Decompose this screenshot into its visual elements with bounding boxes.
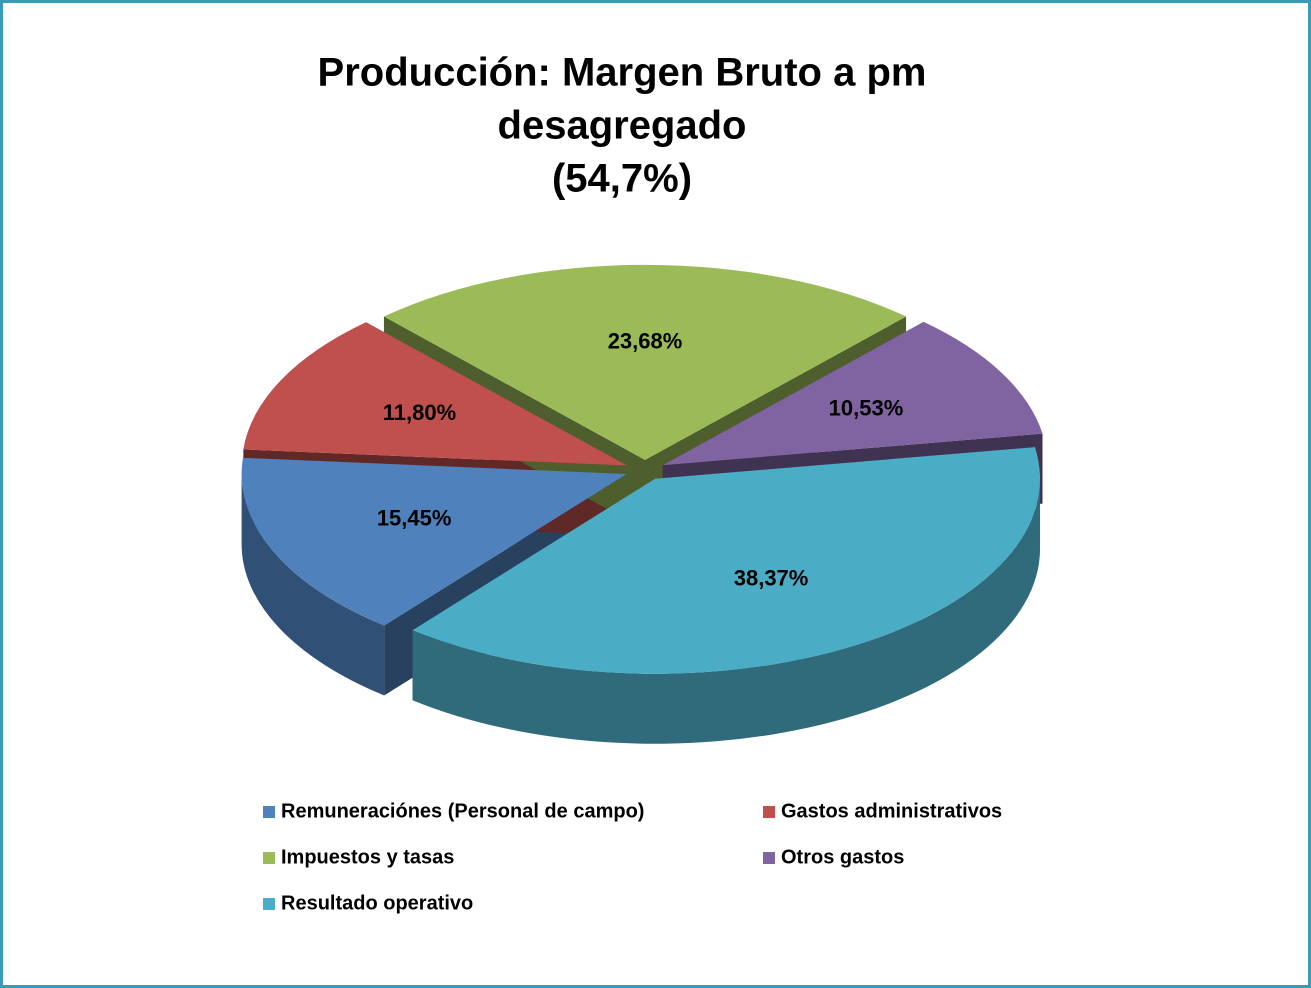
legend-swatch (263, 898, 275, 910)
slice (412, 447, 1041, 674)
legend-label: Remuneraciónes (Personal de campo) (281, 800, 644, 822)
legend-label: Gastos administrativos (781, 800, 1002, 822)
chart-title: (54,7%) (552, 157, 692, 201)
slice (243, 322, 628, 466)
pie-tops (241, 264, 1043, 674)
slice (241, 457, 627, 626)
slice-side (241, 473, 385, 696)
data-label: 10,53% (829, 396, 904, 421)
chart-title: desagregado (498, 104, 747, 148)
data-label: 23,68% (608, 329, 683, 354)
legend-swatch (263, 852, 275, 864)
legend-swatch (263, 806, 275, 818)
slice-side (412, 478, 1041, 744)
data-label: 11,80% (383, 400, 456, 425)
chart-title: Producción: Margen Bruto a pm (318, 51, 927, 95)
legend-swatch (763, 806, 775, 818)
legend-swatch (763, 852, 775, 864)
pie-labels: 15,45% 11,80% 23,68% 10,53% 38,37% (377, 329, 903, 591)
slice (383, 264, 907, 460)
legend-label: Otros gastos (781, 846, 904, 868)
data-label: 15,45% (377, 506, 452, 531)
legend-label: Resultado operativo (281, 892, 473, 914)
legend-label: Impuestos y tasas (281, 846, 454, 868)
slice (662, 321, 1043, 466)
data-label: 38,37% (734, 566, 809, 591)
